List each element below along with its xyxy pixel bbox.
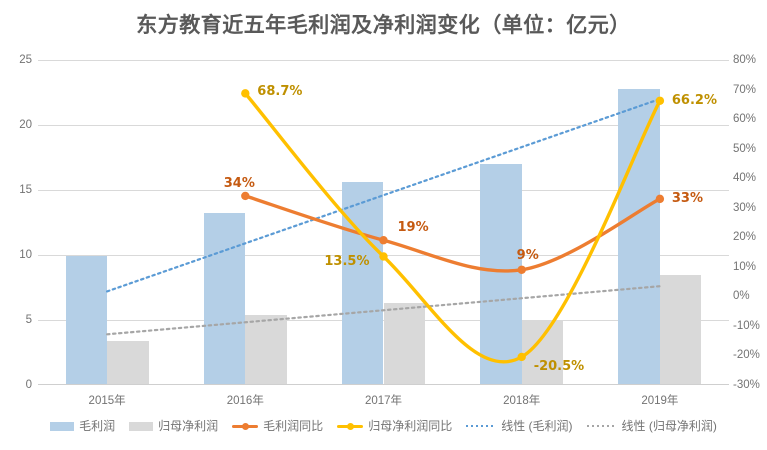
plot-area [38, 60, 729, 385]
legend-item-归母净利润[interactable]: 归母净利润 [129, 420, 218, 432]
left-axis-tick: 0 [25, 379, 32, 391]
left-axis-tick: 5 [25, 314, 32, 326]
right-axis-tick: -30% [733, 379, 760, 391]
data-label-毛利润同比-2016年: 34% [223, 175, 255, 191]
data-label-归母净利润同比-2016年: 68.7% [257, 84, 303, 100]
left-axis-tick: 10 [19, 249, 32, 261]
category-tick-2019年: 2019年 [641, 395, 679, 407]
right-axis-tick: 50% [733, 142, 757, 155]
legend-item-毛利润[interactable]: 毛利润 [50, 420, 115, 432]
chart-title: 东方教育近五年毛利润及净利润变化（单位：亿元） [136, 13, 631, 37]
right-axis-tick: 70% [733, 83, 757, 96]
right-axis-tick: -20% [733, 349, 760, 362]
legend-item-label: 线性 (归母净利润) [621, 419, 717, 433]
category-tick-2018年: 2018年 [503, 395, 541, 407]
legend-item-label: 毛利润同比 [263, 419, 324, 433]
bar-net-profit-2018年[interactable] [521, 320, 564, 385]
gridline [38, 60, 729, 61]
left-axis-tick: 20 [19, 119, 32, 131]
bar-net-profit-2019年[interactable] [659, 274, 702, 385]
legend-dotted-line-icon [586, 425, 617, 427]
data-label-归母净利润同比-2017年: 13.5% [324, 254, 370, 270]
data-label-毛利润同比-2017年: 19% [397, 220, 429, 236]
right-axis-tick: 40% [733, 172, 757, 185]
legend-item-毛利润同比[interactable]: 毛利润同比 [232, 420, 323, 432]
chart-legend: 毛利润 归母净利润 毛利润同比 归母净利润同比 线性 (毛利润) 线性 (归母净利润) [0, 420, 767, 432]
category-tick-2016年: 2016年 [226, 395, 264, 407]
bar-net-profit-2017年[interactable] [383, 303, 425, 385]
legend-swatch-icon [50, 421, 75, 431]
category-tick-2017年: 2017年 [364, 395, 403, 407]
right-axis-tick: 10% [733, 260, 757, 273]
right-axis-tick: 0% [733, 290, 750, 303]
legend-swatch-icon [129, 421, 154, 431]
category-axis-line [38, 384, 729, 385]
bar-gross-profit-2016年[interactable] [203, 213, 246, 385]
left-axis-tick: 25 [19, 54, 32, 66]
legend-item-线性 (归母净利润)[interactable]: 线性 (归母净利润) [586, 419, 717, 433]
left-axis-tick: 15 [19, 184, 32, 196]
bar-net-profit-2016年[interactable] [245, 314, 287, 385]
legend-item-线性 (毛利润)[interactable]: 线性 (毛利润) [466, 419, 573, 433]
right-axis-tick: 20% [733, 231, 757, 244]
right-axis-tick: 30% [733, 201, 757, 214]
category-tick-2015年: 2015年 [88, 395, 126, 407]
data-label-归母净利润同比-2018年: -20.5% [533, 358, 585, 374]
right-axis-tick: 80% [733, 54, 757, 66]
bar-net-profit-2015年[interactable] [107, 340, 149, 385]
bar-gross-profit-2015年[interactable] [65, 256, 108, 385]
right-axis-tick: 60% [733, 113, 757, 126]
right-axis-tick: -10% [733, 319, 760, 332]
legend-line-marker-icon [337, 421, 364, 431]
legend-line-marker-icon [232, 421, 259, 431]
legend-item-label: 归母净利润 [158, 419, 219, 433]
legend-item-label: 线性 (毛利润) [501, 419, 573, 433]
data-label-毛利润同比-2019年: 33% [671, 190, 704, 206]
legend-item-label: 归母净利润同比 [368, 419, 453, 433]
bar-gross-profit-2018年[interactable] [480, 164, 522, 385]
bar-gross-profit-2017年[interactable] [342, 182, 384, 385]
bar-gross-profit-2019年[interactable] [618, 88, 660, 385]
legend-item-label: 毛利润 [79, 419, 116, 433]
data-label-归母净利润同比-2019年: 66.2% [671, 92, 717, 108]
data-label-毛利润同比-2018年: 9% [516, 247, 539, 263]
legend-item-归母净利润同比[interactable]: 归母净利润同比 [337, 420, 452, 432]
legend-dotted-line-icon [466, 425, 497, 427]
